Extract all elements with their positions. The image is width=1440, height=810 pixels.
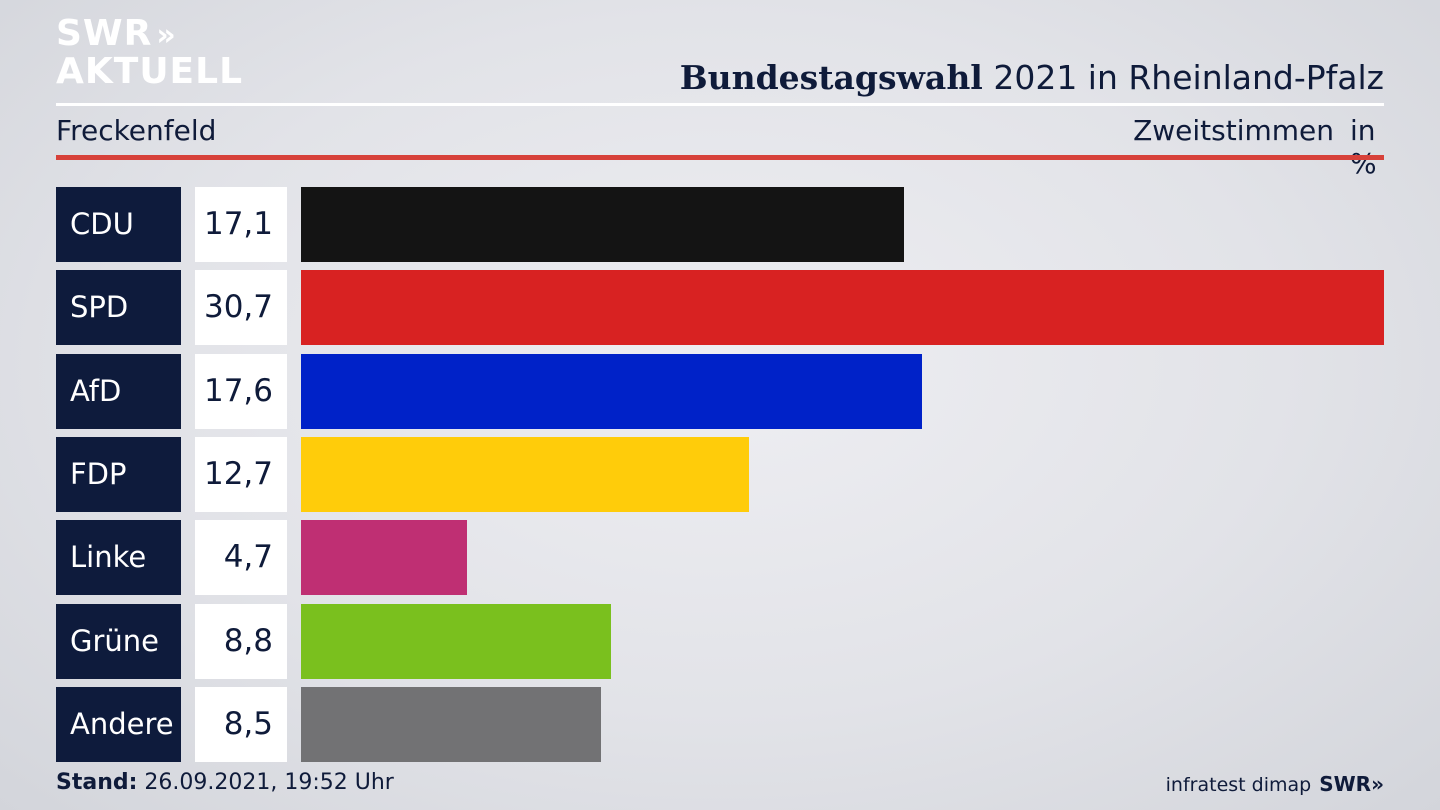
- logo-chevrons-icon: »: [156, 18, 176, 53]
- logo-text-swr: SWR: [56, 13, 153, 54]
- chart-title: Bundestagswahl 2021 in Rheinland-Pfalz: [680, 58, 1384, 97]
- party-label: CDU: [56, 187, 181, 262]
- bar-row: FDP 12,7: [56, 436, 1384, 512]
- chart-title-bold: Bundestagswahl: [679, 58, 983, 97]
- value-label: 17,6: [195, 353, 287, 429]
- bar: [301, 187, 904, 262]
- header-divider: [56, 103, 1384, 106]
- stand-label: Stand:: [56, 770, 138, 795]
- bar-row: Andere 8,5: [56, 686, 1384, 762]
- location-label: Freckenfeld: [56, 114, 217, 147]
- unit-label: in %: [1350, 114, 1377, 180]
- bar: [301, 436, 749, 512]
- logo-text-aktuell: AKTUELL: [56, 51, 244, 92]
- bar: [301, 520, 467, 596]
- party-label: Grüne: [56, 603, 181, 679]
- bar-row: AfD 17,6: [56, 353, 1384, 429]
- bar: [301, 353, 922, 429]
- timestamp: Stand: 26.09.2021, 19:52 Uhr: [56, 770, 394, 795]
- bar-row: SPD 30,7: [56, 270, 1384, 346]
- source-credit: infratest dimap SWR»: [1166, 772, 1384, 796]
- swr-brand-logo: SWR»: [1319, 772, 1384, 796]
- party-label: SPD: [56, 270, 181, 346]
- party-label: FDP: [56, 436, 181, 512]
- party-label: AfD: [56, 353, 181, 429]
- metric-label: Zweitstimmen: [1133, 114, 1334, 147]
- value-label: 17,1: [195, 187, 287, 262]
- value-label: 8,5: [195, 686, 287, 762]
- source-label: infratest dimap: [1165, 774, 1312, 796]
- bar: [301, 270, 1384, 346]
- bar-row: Linke 4,7: [56, 520, 1384, 596]
- party-label: Linke: [56, 520, 181, 596]
- stand-value: 26.09.2021, 19:52 Uhr: [137, 770, 394, 795]
- value-label: 12,7: [195, 436, 287, 512]
- chart-title-rest: 2021 in Rheinland-Pfalz: [982, 58, 1384, 97]
- bar-row: Grüne 8,8: [56, 603, 1384, 679]
- party-label: Andere: [56, 686, 181, 762]
- value-label: 4,7: [195, 520, 287, 596]
- bar-row: CDU 17,1: [56, 187, 1384, 262]
- accent-divider: [56, 155, 1384, 160]
- value-label: 8,8: [195, 603, 287, 679]
- bar: [301, 603, 611, 679]
- value-label: 30,7: [195, 270, 287, 346]
- bar: [301, 686, 601, 762]
